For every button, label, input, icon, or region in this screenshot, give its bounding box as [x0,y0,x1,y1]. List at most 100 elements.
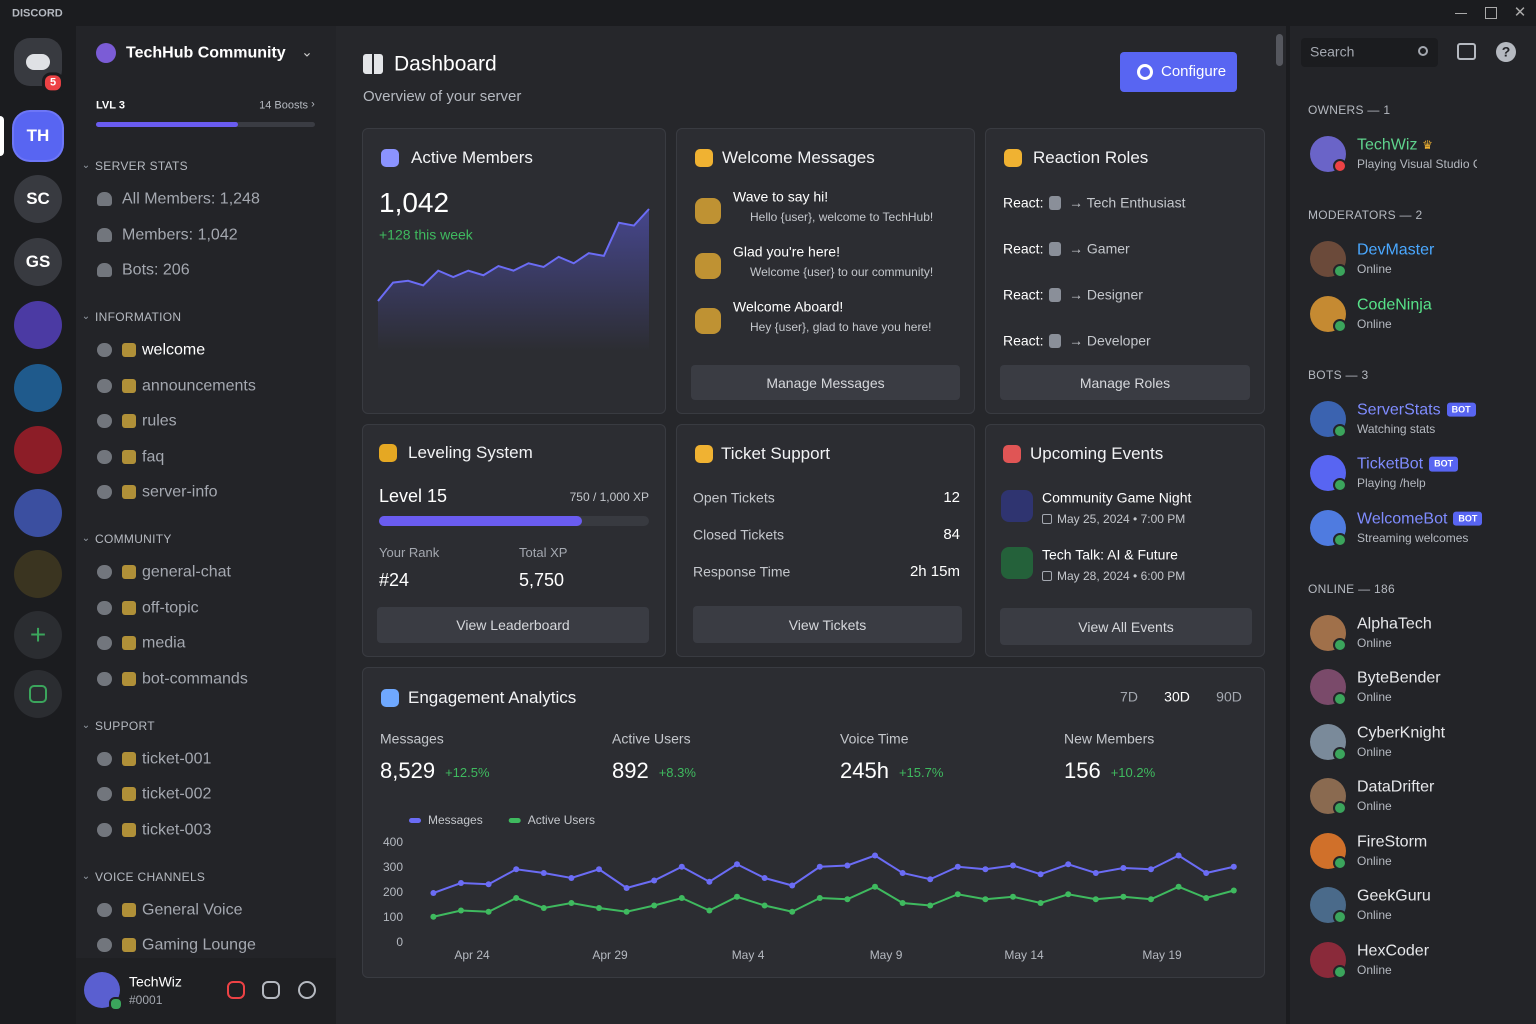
discover[interactable] [14,670,62,718]
stat-delta: +10.2% [1110,765,1156,781]
close[interactable]: ✕ [1513,4,1527,21]
server-icon[interactable] [14,238,62,286]
ticket-label: Open Tickets [693,489,775,506]
server-icon[interactable] [14,426,62,474]
data-point [1010,862,1016,869]
member-status: Online [1357,635,1392,650]
calendar-icon [1042,571,1052,581]
member-name: ServerStats [1357,400,1441,418]
channel[interactable]: All Members: 1,248 [122,190,260,208]
server-label: TH [26,125,50,145]
status-dot [1333,532,1347,547]
member-status: Online [1357,261,1392,276]
channel[interactable]: Gaming Lounge [142,936,256,954]
channel[interactable]: server-info [142,483,218,501]
leveling-card: Leveling System Level 15 750 / 1,000 XP You… [362,424,666,657]
button[interactable]: Manage Roles [1000,365,1250,400]
stat-value: 8,529 [380,757,436,783]
data-point [458,880,464,886]
channel[interactable]: off-topic [142,598,199,616]
button[interactable]: Manage Messages [691,365,960,400]
data-point [1120,893,1127,900]
member-name: WelcomeBot [1357,509,1448,527]
channel[interactable]: announcements [142,376,256,394]
button[interactable]: View Leaderboard [377,607,649,643]
channel-icon [97,822,112,837]
data-point [706,878,713,885]
deafen[interactable] [262,981,280,999]
line-chart: 0 100 200 300 400 Apr 24 Apr 29 May 4 May 9 May 1… [383,813,1237,962]
channel-emoji [122,600,136,615]
server-label: SC [26,188,50,208]
range-tab[interactable]: 7D [1120,688,1138,705]
calendar-icon [1042,514,1052,524]
data-point [540,870,547,876]
data-point [623,885,630,891]
data-point [1120,865,1127,871]
search-box[interactable]: Search [1301,38,1438,67]
data-point [844,862,851,869]
add-server[interactable] [14,611,62,659]
status-dot [1333,478,1347,492]
channel[interactable]: ticket-001 [142,749,212,767]
range-tab[interactable]: 30D [1164,688,1190,705]
channel[interactable]: faq [142,447,165,465]
minimize[interactable] [1455,13,1467,14]
data-point [816,863,823,870]
ticket-label: Closed Tickets [693,526,785,543]
member-group: OWNERS — 1 [1308,102,1391,117]
trend-chart [377,208,650,351]
server-icon[interactable] [14,301,62,349]
configure-button[interactable]: Configure [1120,52,1237,92]
member-name: HexCoder [1357,941,1430,959]
channel[interactable]: media [142,634,186,652]
total-label: Total XP [519,545,568,561]
channel-emoji [122,822,136,837]
data-point [982,896,989,903]
member-status: Watching stats [1357,421,1436,436]
server-icon[interactable] [14,489,62,537]
channel[interactable]: Members: 1,042 [122,225,238,243]
bot-badge: BOT [1446,402,1476,417]
help-icon[interactable] [1496,42,1516,62]
role-emoji [1049,334,1061,348]
settings[interactable] [298,981,316,999]
xp-label: 750 / 1,000 XP [569,489,649,504]
button[interactable]: View Tickets [693,606,962,643]
bot-badge: BOT [1429,456,1459,472]
trend-line [377,208,650,302]
channel-category: SERVER STATS [95,158,188,173]
channel[interactable]: general-chat [142,563,231,581]
category-chevron: ⌄ [81,311,91,322]
channel-icon [97,227,112,242]
button[interactable]: View All Events [1000,608,1252,645]
channel[interactable]: rules [142,412,177,430]
channel-emoji [122,671,136,686]
data-point [927,902,934,909]
maximize[interactable] [1485,7,1497,19]
role-name: → Designer [1069,286,1143,303]
server-icon[interactable] [14,112,62,160]
mute[interactable] [227,981,245,999]
status-dot [1333,801,1347,815]
member-name: DataDrifter [1357,778,1435,796]
data-point [485,908,492,915]
channel[interactable]: ticket-002 [142,785,212,803]
stat-value: 892 [612,757,649,783]
event-icon [1001,547,1033,579]
channel[interactable]: welcome [142,341,206,359]
channel[interactable]: bot-commands [142,669,248,687]
server-icon[interactable] [14,364,62,412]
data-point [734,893,740,900]
data-point [485,881,492,888]
channel[interactable]: General Voice [142,900,243,918]
channel[interactable]: ticket-003 [142,820,212,838]
range-tab[interactable]: 90D [1216,688,1242,705]
analytics-card: Engagement Analytics 7D 30D 90D Messages 8,52… [362,667,1265,978]
inbox-icon[interactable] [1457,43,1476,60]
category-chevron: ⌄ [81,870,91,882]
server-icon[interactable] [14,175,62,223]
server-icon[interactable] [14,550,62,598]
x-tick-label: Apr 24 [454,948,490,962]
channel[interactable]: Bots: 206 [122,261,190,279]
